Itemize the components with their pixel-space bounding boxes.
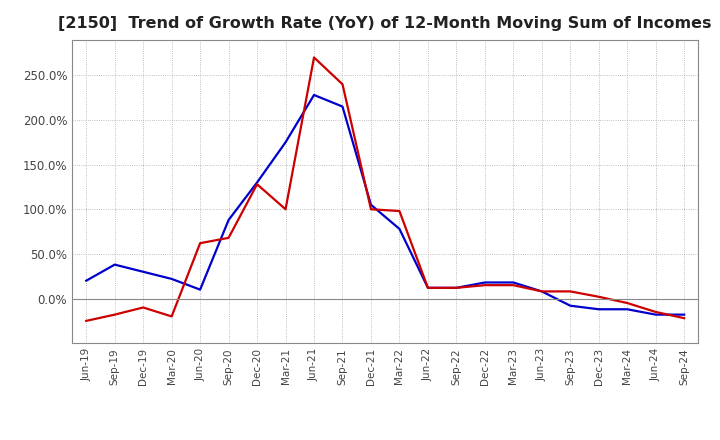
Net Income Growth Rate — [338, 81, 347, 87]
Net Income Growth Rate — [282, 207, 290, 212]
Net Income Growth Rate — [253, 182, 261, 187]
Ordinary Income Growth Rate — [423, 285, 432, 290]
Net Income Growth Rate — [395, 209, 404, 214]
Net Income Growth Rate — [623, 301, 631, 306]
Net Income Growth Rate — [680, 315, 688, 321]
Line: Net Income Growth Rate: Net Income Growth Rate — [86, 58, 684, 321]
Ordinary Income Growth Rate — [366, 202, 375, 207]
Ordinary Income Growth Rate — [595, 307, 603, 312]
Net Income Growth Rate — [139, 305, 148, 310]
Net Income Growth Rate — [196, 241, 204, 246]
Ordinary Income Growth Rate — [196, 287, 204, 292]
Ordinary Income Growth Rate — [566, 303, 575, 308]
Ordinary Income Growth Rate — [395, 226, 404, 231]
Ordinary Income Growth Rate — [82, 278, 91, 283]
Net Income Growth Rate — [595, 294, 603, 299]
Net Income Growth Rate — [480, 282, 489, 288]
Net Income Growth Rate — [537, 289, 546, 294]
Title: [2150]  Trend of Growth Rate (YoY) of 12-Month Moving Sum of Incomes: [2150] Trend of Growth Rate (YoY) of 12-… — [58, 16, 712, 32]
Net Income Growth Rate — [110, 312, 119, 317]
Ordinary Income Growth Rate — [480, 280, 489, 285]
Ordinary Income Growth Rate — [253, 180, 261, 185]
Ordinary Income Growth Rate — [537, 289, 546, 294]
Net Income Growth Rate — [652, 309, 660, 315]
Ordinary Income Growth Rate — [623, 307, 631, 312]
Net Income Growth Rate — [452, 285, 461, 290]
Net Income Growth Rate — [366, 207, 375, 212]
Ordinary Income Growth Rate — [680, 312, 688, 317]
Net Income Growth Rate — [509, 282, 518, 288]
Net Income Growth Rate — [310, 55, 318, 60]
Ordinary Income Growth Rate — [225, 217, 233, 223]
Ordinary Income Growth Rate — [139, 269, 148, 275]
Net Income Growth Rate — [566, 289, 575, 294]
Net Income Growth Rate — [82, 318, 91, 323]
Net Income Growth Rate — [167, 314, 176, 319]
Ordinary Income Growth Rate — [338, 104, 347, 109]
Ordinary Income Growth Rate — [652, 312, 660, 317]
Ordinary Income Growth Rate — [509, 280, 518, 285]
Ordinary Income Growth Rate — [310, 92, 318, 98]
Ordinary Income Growth Rate — [282, 139, 290, 145]
Ordinary Income Growth Rate — [167, 276, 176, 282]
Ordinary Income Growth Rate — [110, 262, 119, 267]
Line: Ordinary Income Growth Rate: Ordinary Income Growth Rate — [86, 95, 684, 315]
Net Income Growth Rate — [225, 235, 233, 241]
Ordinary Income Growth Rate — [452, 285, 461, 290]
Net Income Growth Rate — [423, 285, 432, 290]
